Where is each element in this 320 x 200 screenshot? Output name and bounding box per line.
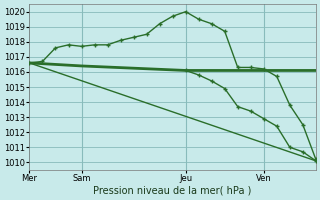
X-axis label: Pression niveau de la mer( hPa ): Pression niveau de la mer( hPa ) bbox=[93, 186, 252, 196]
